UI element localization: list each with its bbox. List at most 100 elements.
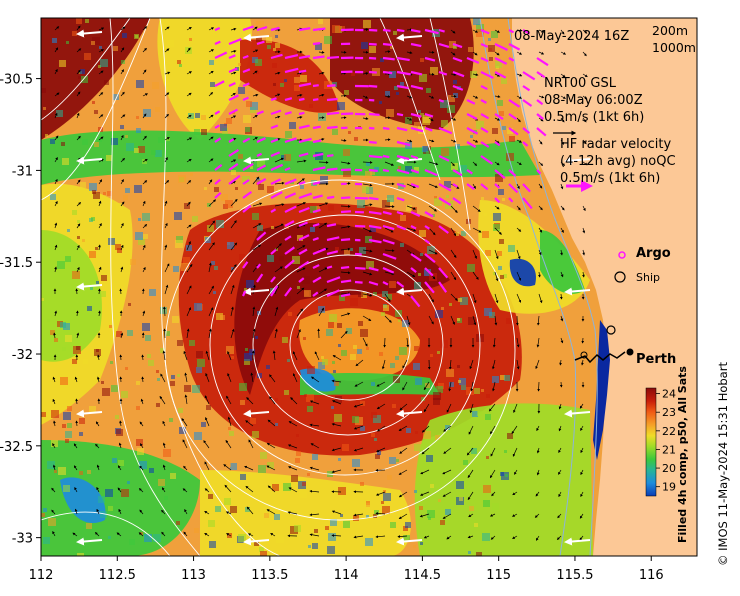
sst-pixel: [237, 25, 242, 30]
sst-pixel: [104, 80, 109, 85]
sst-pixel: [103, 192, 106, 195]
sst-pixel: [181, 263, 189, 271]
sst-pixel: [294, 77, 300, 83]
sst-pixel: [470, 135, 473, 138]
sst-pixel: [67, 406, 72, 411]
sst-pixel: [430, 484, 434, 488]
sst-pixel: [83, 359, 88, 364]
hf-radar-arrow: [327, 127, 338, 128]
sst-pixel: [343, 149, 350, 156]
sst-pixel: [474, 388, 480, 394]
perth-label: Perth: [636, 352, 676, 367]
sst-pixel: [288, 312, 292, 316]
sst-pixel: [322, 359, 328, 365]
sst-pixel: [446, 195, 449, 198]
sst-pixel: [338, 344, 341, 347]
sst-pixel: [419, 506, 423, 510]
sst-pixel: [354, 137, 358, 141]
sst-pixel: [398, 166, 401, 169]
sst-pixel: [393, 31, 397, 35]
sst-pixel: [451, 163, 458, 170]
sst-pixel: [456, 481, 464, 489]
sst-pixel: [136, 381, 140, 385]
sst-pixel: [99, 46, 102, 49]
sst-pixel: [387, 195, 394, 202]
sst-pixel: [337, 102, 345, 110]
sst-pixel: [72, 31, 77, 36]
sst-pixel: [333, 370, 336, 373]
hf-radar-arrow: [327, 57, 339, 58]
sst-pixel: [508, 245, 515, 252]
sst-pixel: [260, 452, 267, 459]
sst-pixel: [240, 474, 246, 480]
sst-pixel: [324, 36, 332, 44]
sst-pixel: [453, 80, 457, 84]
sst-pixel: [115, 415, 119, 419]
sst-pixel: [148, 360, 154, 366]
sst-pixel: [505, 474, 508, 477]
sst-pixel: [492, 376, 499, 383]
sst-pixel: [130, 259, 136, 265]
sst-pixel: [481, 197, 484, 200]
sst-pixel: [138, 146, 145, 153]
y-tick-label: -30.5: [0, 73, 33, 88]
sst-pixel: [43, 508, 47, 512]
sst-pixel: [260, 551, 267, 558]
sst-pixel: [59, 60, 66, 67]
sst-pixel: [100, 59, 108, 67]
sst-pixel: [65, 431, 72, 438]
sst-pixel: [163, 449, 171, 457]
sst-pixel: [390, 363, 395, 368]
sst-pixel: [98, 496, 105, 503]
hf-radar-arrow: [369, 114, 380, 115]
sst-pixel: [318, 19, 323, 24]
sst-pixel: [197, 359, 205, 367]
sst-pixel: [105, 489, 113, 497]
sst-pixel: [437, 351, 440, 354]
sst-pixel: [92, 101, 95, 104]
sst-pixel: [492, 503, 499, 510]
hf-radar-arrow: [369, 142, 377, 143]
sst-pixel: [430, 354, 433, 357]
sst-pixel: [147, 354, 151, 358]
sst-pixel: [271, 226, 274, 229]
sst-pixel: [89, 183, 97, 191]
sst-pixel: [43, 537, 50, 544]
sst-pixel: [118, 460, 124, 466]
sst-pixel: [424, 258, 427, 261]
sst-pixel: [158, 479, 165, 486]
sst-pixel: [396, 92, 399, 95]
sst-pixel: [238, 534, 246, 542]
sst-pixel: [123, 195, 128, 200]
x-tick-label: 112.5: [99, 568, 136, 583]
sst-pixel: [52, 38, 57, 43]
sst-pixel: [400, 82, 404, 86]
hf-avg: (4-12h avg) noQC: [560, 154, 676, 169]
sst-pixel: [280, 83, 284, 87]
sst-pixel: [78, 76, 81, 79]
sst-pixel: [307, 406, 313, 412]
sst-pixel: [258, 465, 266, 473]
sst-pixel: [249, 349, 255, 355]
colorbar-tick-label: 22: [662, 425, 676, 438]
sst-pixel: [116, 429, 123, 436]
colorbar-title: Filled 4h comp, p50, All Sats: [676, 366, 689, 543]
sst-pixel: [201, 129, 207, 135]
sst-pixel: [320, 176, 328, 184]
sst-pixel: [459, 497, 463, 501]
sst-pixel: [441, 148, 449, 156]
sst-pixel: [273, 48, 276, 51]
sst-pixel: [396, 459, 399, 462]
sst-pixel: [441, 120, 448, 127]
colorbar-tick-label: 24: [662, 388, 676, 401]
sst-pixel: [213, 291, 216, 294]
sst-pixel: [302, 482, 306, 486]
sst-pixel: [493, 213, 501, 221]
sst-pixel: [423, 431, 431, 439]
sst-pixel: [502, 126, 506, 130]
sst-pixel: [125, 188, 130, 193]
sst-pixel: [93, 192, 100, 199]
sst-pixel: [287, 359, 290, 362]
sst-pixel: [65, 256, 71, 262]
sst-pixel: [155, 150, 162, 157]
